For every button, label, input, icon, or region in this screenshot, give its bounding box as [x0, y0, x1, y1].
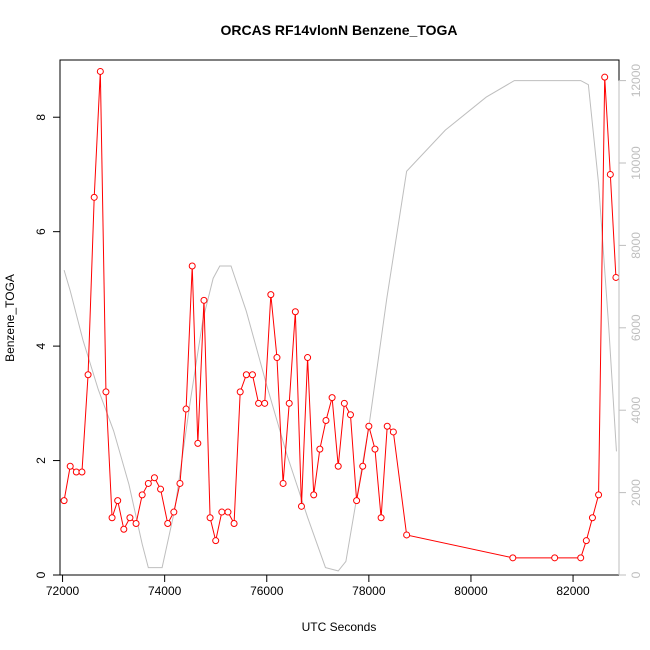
data-point — [316, 445, 324, 453]
data-point — [340, 399, 348, 407]
data-point — [509, 554, 517, 562]
chart-title: ORCAS RF14vlonN Benzene_TOGA — [220, 22, 457, 38]
data-point — [90, 193, 98, 201]
data-point — [200, 296, 208, 304]
data-point — [188, 262, 196, 270]
y-tick-label: 0 — [34, 571, 48, 578]
data-point — [371, 445, 379, 453]
x-tick-label: 78000 — [352, 584, 386, 598]
data-point — [60, 497, 68, 505]
x-tick-label: 82000 — [556, 584, 590, 598]
data-point — [66, 462, 74, 470]
y2-tick-label: 0 — [629, 571, 643, 578]
data-point — [182, 405, 190, 413]
data-point — [297, 502, 305, 510]
data-point — [551, 554, 559, 562]
data-point — [78, 468, 86, 476]
y-tick-label: 4 — [34, 342, 48, 349]
data-point — [383, 422, 391, 430]
data-point — [582, 537, 590, 545]
data-point — [164, 520, 172, 527]
data-point — [389, 428, 397, 436]
data-point — [353, 497, 361, 505]
primary-series — [60, 67, 620, 562]
x-tick-label: 80000 — [454, 584, 488, 598]
data-point — [285, 399, 293, 407]
x-axis-label: UTC Seconds — [302, 620, 377, 634]
data-point — [248, 371, 256, 379]
data-point — [150, 474, 158, 482]
data-point — [334, 462, 342, 470]
data-point — [612, 273, 620, 281]
data-point — [96, 67, 104, 75]
data-point — [346, 411, 354, 419]
x-tick-label: 72000 — [46, 584, 80, 598]
data-point — [267, 291, 275, 299]
x-axis: 72000 74000 76000 78000 80000 82000 — [46, 574, 590, 598]
data-point — [206, 514, 214, 522]
y2-tick-label: 12000 — [629, 64, 643, 98]
y2-tick-label: 2000 — [629, 479, 643, 506]
data-point — [120, 525, 128, 533]
y2-tick-label: 8000 — [629, 232, 643, 259]
data-point — [273, 354, 281, 362]
data-point — [261, 399, 269, 407]
data-point — [218, 508, 226, 516]
y2-axis-right: 0 2000 4000 6000 8000 10000 12000 — [618, 64, 643, 578]
x-tick-label: 74000 — [148, 584, 182, 598]
x-tick-label: 76000 — [250, 584, 284, 598]
data-point — [72, 468, 80, 476]
data-point — [577, 554, 585, 562]
data-point — [102, 388, 110, 396]
data-point — [322, 417, 330, 424]
data-point — [144, 479, 152, 487]
y-axis: 0 2 4 6 8 — [34, 114, 61, 578]
data-point — [588, 514, 596, 522]
y2-tick-label: 4000 — [629, 397, 643, 424]
data-point — [365, 422, 373, 430]
data-point — [157, 485, 165, 493]
y2-tick-label: 6000 — [629, 314, 643, 341]
data-point — [606, 170, 614, 178]
data-point — [304, 354, 312, 362]
y2-tick-label: 10000 — [629, 146, 643, 180]
data-point — [108, 514, 116, 522]
y-tick-label: 8 — [34, 114, 48, 121]
data-point — [212, 537, 220, 545]
data-point — [328, 394, 336, 402]
y-tick-label: 2 — [34, 457, 48, 464]
data-point — [224, 508, 232, 516]
data-point — [170, 508, 178, 516]
data-point — [114, 497, 122, 505]
data-point — [310, 491, 318, 499]
y-axis-label: Benzene_TOGA — [3, 274, 17, 362]
data-point — [176, 479, 184, 487]
data-point — [132, 520, 140, 527]
data-point — [359, 462, 367, 470]
data-point — [236, 388, 244, 396]
data-point — [291, 308, 299, 316]
data-point — [194, 439, 202, 447]
data-point — [138, 491, 146, 499]
data-point — [126, 514, 134, 522]
data-point — [403, 531, 411, 539]
data-point — [255, 399, 263, 407]
data-point — [230, 520, 238, 527]
data-point — [601, 73, 609, 81]
data-point — [84, 371, 92, 379]
data-point — [242, 371, 250, 379]
data-point — [595, 491, 603, 499]
data-point — [279, 479, 287, 487]
data-point — [377, 514, 385, 522]
y-tick-label: 6 — [34, 228, 48, 235]
